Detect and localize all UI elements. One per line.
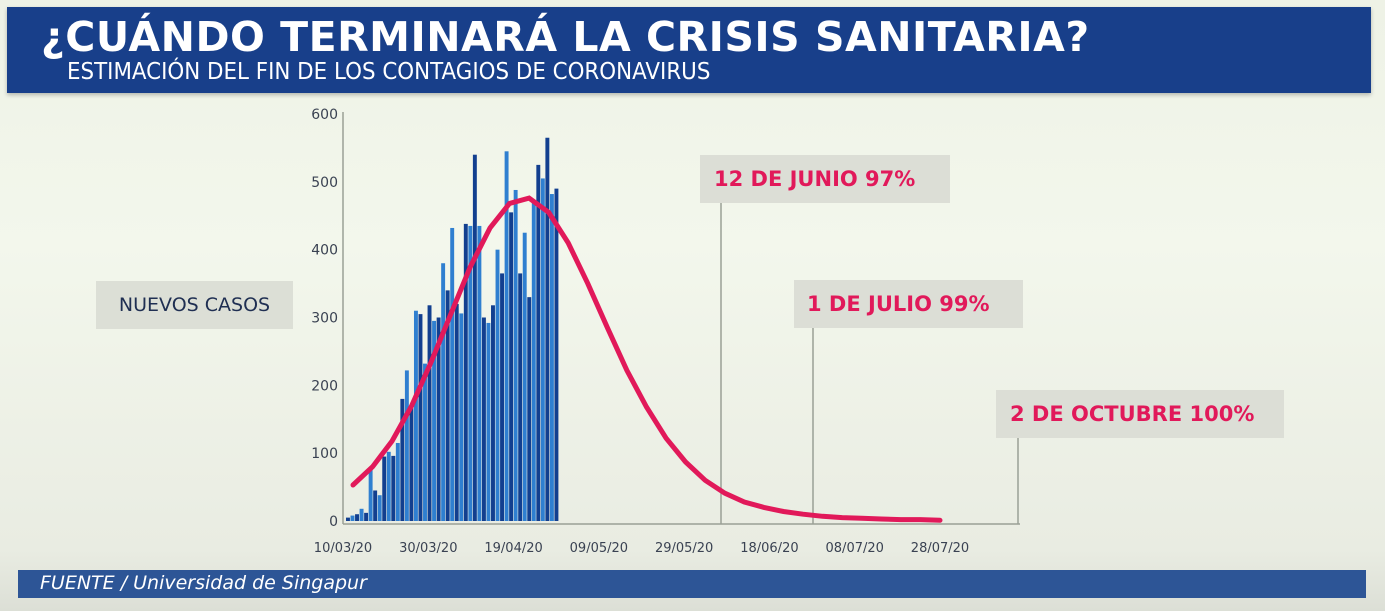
y-tick-label: 500	[311, 175, 338, 191]
source-footer: FUENTE / Universidad de Singapur	[18, 570, 1366, 598]
bar	[436, 317, 441, 521]
page-subtitle: ESTIMACIÓN DEL FIN DE LOS CONTAGIOS DE C…	[67, 59, 711, 85]
bar	[450, 227, 455, 521]
bar	[404, 370, 409, 521]
y-tick-labels: 0 100 200 300 400 500 600	[311, 107, 338, 530]
annotation-lines	[720, 203, 1019, 524]
bar	[540, 178, 545, 521]
x-tick-label: 30/03/20	[399, 541, 457, 556]
bar	[518, 273, 523, 521]
bar	[549, 194, 554, 522]
bar	[463, 223, 468, 521]
estimated-curve	[350, 195, 943, 523]
bar	[504, 151, 509, 521]
x-tick-label: 28/07/20	[911, 541, 969, 556]
bar	[477, 225, 482, 521]
bar	[418, 314, 423, 521]
bar	[491, 305, 495, 521]
y-axis-label: NUEVOS CASOS	[118, 294, 271, 316]
bar	[513, 189, 518, 521]
bar	[441, 263, 446, 521]
bar	[527, 297, 532, 521]
axes	[342, 112, 1020, 525]
annotation-july-label: 1 DE JULIO 99%	[807, 292, 990, 316]
y-tick-label: 200	[311, 378, 338, 394]
bar	[395, 442, 400, 521]
bar	[459, 313, 464, 521]
bar	[495, 249, 500, 522]
y-tick-label: 100	[311, 446, 338, 462]
y-tick-label: 400	[311, 243, 338, 259]
header-banner: ¿CUÁNDO TERMINARÁ LA CRISIS SANITARIA? E…	[7, 7, 1371, 93]
bar	[427, 305, 432, 521]
x-tick-labels: 10/03/20 30/03/20 19/04/20 09/05/20 29/05/20…	[314, 541, 969, 556]
x-tick-label: 29/05/20	[655, 541, 713, 556]
bar	[346, 517, 350, 521]
y-tick-label: 0	[329, 514, 338, 530]
bar	[454, 303, 459, 521]
bar	[472, 154, 477, 521]
x-tick-label: 09/05/20	[570, 541, 628, 556]
bar	[509, 212, 514, 522]
bar	[413, 310, 418, 521]
y-tick-label: 600	[311, 107, 338, 123]
x-tick-label: 10/03/20	[314, 541, 372, 556]
x-tick-label: 19/04/20	[484, 541, 542, 556]
bar	[536, 164, 541, 522]
bar	[500, 273, 505, 521]
bar	[373, 490, 378, 522]
y-axis-label-box: NUEVOS CASOS	[96, 281, 293, 329]
page-title: ¿CUÁNDO TERMINARÁ LA CRISIS SANITARIA?	[41, 13, 1090, 61]
bar	[359, 508, 364, 521]
bar	[386, 451, 391, 521]
bar	[355, 514, 359, 521]
annotation-october-label: 2 DE OCTUBRE 100%	[1010, 402, 1255, 426]
bar	[481, 317, 486, 521]
bar	[468, 225, 473, 521]
bar	[445, 290, 450, 521]
bars	[346, 137, 559, 522]
annotation-june-label: 12 DE JUNIO 97%	[714, 167, 916, 191]
bar	[409, 407, 414, 521]
bar	[432, 320, 437, 521]
bar	[522, 232, 527, 521]
bar	[382, 456, 387, 521]
x-tick-label: 08/07/20	[826, 541, 884, 556]
bar	[486, 322, 491, 521]
bar	[364, 512, 369, 521]
source-text: FUENTE / Universidad de Singapur	[40, 572, 367, 594]
annotation-july: 1 DE JULIO 99%	[794, 280, 1023, 328]
bar	[350, 515, 355, 521]
bar	[531, 202, 536, 521]
bar	[368, 468, 373, 521]
annotation-october: 2 DE OCTUBRE 100%	[996, 390, 1284, 438]
annotation-june: 12 DE JUNIO 97%	[700, 155, 950, 203]
bar	[423, 363, 427, 521]
bar	[554, 188, 559, 521]
bar	[391, 455, 396, 521]
x-tick-label: 18/06/20	[740, 541, 798, 556]
bar	[545, 137, 550, 522]
bar	[400, 398, 405, 521]
y-tick-label: 300	[311, 311, 338, 327]
bar	[377, 495, 382, 521]
